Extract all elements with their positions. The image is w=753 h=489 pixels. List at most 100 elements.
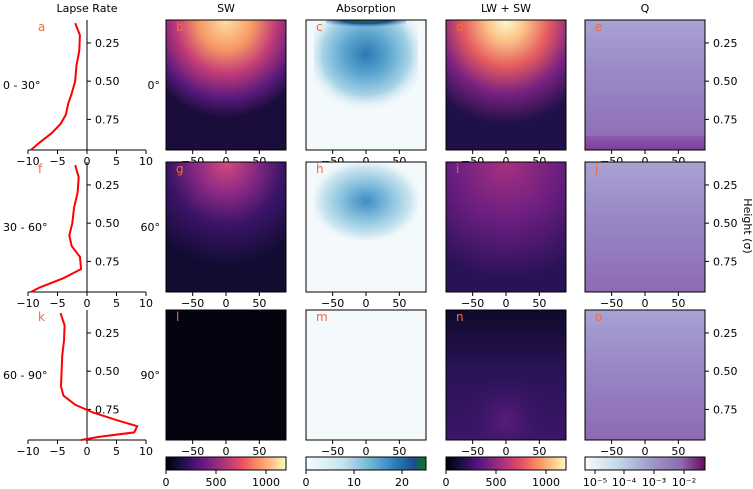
- heatmap-x-tick-label: 0: [223, 297, 230, 310]
- colorbar: [305, 456, 427, 471]
- row-label: 60 - 90°: [3, 369, 47, 382]
- lwsw-heatmap: [446, 162, 566, 292]
- heatmap-x-tick-label: 0: [503, 445, 510, 458]
- lapse-x-tick-label: 5: [113, 297, 120, 310]
- lapse-x-tick-label: −10: [16, 445, 39, 458]
- panel-letter: h: [316, 162, 324, 176]
- figure-content: Lapse Rate SW Absorption LW + SW Q−10 −5 0 5 100…: [3, 2, 753, 489]
- heatmap-x-tick-label: −50: [600, 445, 623, 458]
- column-title-1: SW: [217, 2, 235, 15]
- heatmap-x-tick-label: −50: [461, 445, 484, 458]
- heatmap-x-tick-label: 50: [392, 445, 406, 458]
- heatmap-x-tick-label: −50: [321, 297, 344, 310]
- heatmap-x-tick-label: 50: [671, 445, 685, 458]
- panel-letter: b: [176, 20, 184, 34]
- column-title-0: Lapse Rate: [56, 2, 117, 15]
- lapse-x-tick-label: −10: [16, 297, 39, 310]
- lapse-y-tick-label: 0.25: [95, 179, 120, 192]
- colorbar: [165, 456, 287, 471]
- heatmap-x-tick-label: 0: [642, 297, 649, 310]
- column-title-3: LW + SW: [481, 2, 531, 15]
- lapse-x-tick-label: 5: [113, 155, 120, 168]
- colorbar-tick-label: 500: [486, 476, 507, 489]
- q-y-tick-label: 0.50: [713, 365, 738, 378]
- q-y-tick-label: 0.75: [713, 255, 738, 268]
- lapse-x-tick-label: 0: [84, 445, 91, 458]
- lapse-x-tick-label: 0: [84, 297, 91, 310]
- lapse-profile-line: [30, 22, 81, 151]
- sw-heatmap: [166, 20, 286, 150]
- q-y-tick-label: 0.25: [713, 327, 738, 340]
- heatmap-x-tick-label: −50: [321, 445, 344, 458]
- lapse-y-tick-label: 0.50: [95, 365, 120, 378]
- q-y-tick-label: 0.75: [713, 403, 738, 416]
- colorbar-tick-label: 0: [443, 476, 450, 489]
- colorbar-tick-label: 1000: [252, 476, 280, 489]
- panel-letter: o: [595, 310, 602, 324]
- lapse-x-tick-label: 10: [139, 297, 153, 310]
- latitude-label: 60°: [141, 221, 161, 234]
- q-heatmap: [585, 310, 705, 440]
- q-heatmap: [585, 162, 705, 292]
- row-label: 30 - 60°: [3, 221, 47, 234]
- colorbar-tick-label: 1000: [532, 476, 560, 489]
- lapse-y-tick-label: 0.50: [95, 75, 120, 88]
- colorbar-tick-label: 10⁻³: [642, 476, 666, 489]
- colorbar-tick-label: 10⁻⁵: [583, 476, 607, 489]
- lapse-y-tick-label: 0.75: [95, 113, 120, 126]
- heatmap-x-tick-label: 50: [532, 445, 546, 458]
- panel-letter: d: [456, 20, 464, 34]
- colorbar-tick-label: 20: [395, 476, 409, 489]
- heatmap-x-tick-label: 0: [642, 445, 649, 458]
- lapse-x-tick-label: −5: [49, 155, 65, 168]
- panel-letter: a: [38, 20, 45, 34]
- heatmap-x-tick-label: −50: [461, 297, 484, 310]
- q-y-tick-label: 0.75: [713, 113, 738, 126]
- lwsw-heatmap: [446, 310, 566, 440]
- absorption-heatmap: [306, 20, 426, 150]
- panel-letter: l: [176, 310, 179, 324]
- lapse-x-tick-label: 10: [139, 445, 153, 458]
- lapse-x-tick-label: 5: [113, 445, 120, 458]
- lapse-y-tick-label: 0.75: [95, 403, 120, 416]
- panel-letter: c: [316, 20, 323, 34]
- absorption-heatmap: [306, 310, 426, 440]
- heatmap-x-tick-label: 50: [252, 297, 266, 310]
- latitude-label: 90°: [141, 369, 161, 382]
- colorbar: [445, 456, 567, 471]
- lapse-x-tick-label: −10: [16, 155, 39, 168]
- heatmap-x-tick-label: 0: [363, 445, 370, 458]
- colorbar-tick-label: 500: [206, 476, 227, 489]
- q-y-tick-label: 0.25: [713, 179, 738, 192]
- colorbar-tick-label: 0: [303, 476, 310, 489]
- panel-letter: f: [38, 162, 43, 176]
- q-y-tick-label: 0.50: [713, 75, 738, 88]
- panel-letter: g: [176, 162, 184, 176]
- lapse-profile-line: [30, 164, 83, 293]
- q-heatmap: [585, 20, 705, 150]
- heatmap-x-tick-label: 0: [223, 445, 230, 458]
- panel-letter: k: [38, 310, 45, 324]
- panel-letter: e: [595, 20, 602, 34]
- lapse-x-tick-label: 0: [84, 155, 91, 168]
- heatmap-x-tick-label: 50: [252, 445, 266, 458]
- heatmap-x-tick-label: 50: [671, 297, 685, 310]
- heatmap-x-tick-label: −50: [181, 297, 204, 310]
- heatmap-x-tick-label: −50: [181, 445, 204, 458]
- q-y-tick-label: 0.50: [713, 217, 738, 230]
- sw-heatmap: [166, 162, 286, 292]
- right-axis-label: Height (σ): [741, 198, 753, 253]
- heatmap-x-tick-label: 0: [503, 297, 510, 310]
- colorbar-tick-label: 10⁻⁴: [612, 476, 637, 489]
- lapse-profile-line: [59, 312, 139, 441]
- heatmap-x-tick-label: 0: [363, 297, 370, 310]
- latitude-label: 0°: [148, 79, 161, 92]
- row-label: 0 - 30°: [3, 79, 40, 92]
- sw-heatmap: [166, 310, 286, 440]
- colorbar-tick-label: 10: [347, 476, 361, 489]
- panel-letter: j: [594, 162, 598, 176]
- panel-letter: n: [456, 310, 464, 324]
- colorbar: [584, 456, 706, 471]
- lapse-x-tick-label: −5: [49, 297, 65, 310]
